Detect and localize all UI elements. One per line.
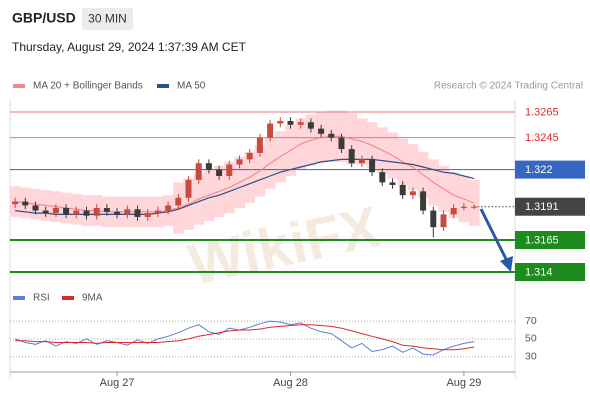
candle-body	[236, 159, 243, 165]
candle-body	[246, 152, 253, 160]
symbol-title: GBP/USD	[12, 10, 76, 26]
candle-body	[124, 209, 131, 215]
candle-body	[103, 208, 110, 212]
timeframe-box	[82, 8, 133, 30]
x-tick-label: Aug 27	[100, 377, 135, 389]
y-tick-label: 50	[525, 333, 537, 345]
candle-body	[297, 122, 304, 125]
legend-label: MA 50	[177, 81, 206, 92]
candle-body	[430, 210, 437, 228]
candle-body	[379, 172, 386, 183]
arrow-head	[500, 256, 513, 272]
level-box	[515, 197, 585, 216]
x-tick-label: Aug 28	[273, 377, 308, 389]
candle-body	[409, 191, 416, 196]
candle-body	[144, 213, 151, 217]
moving-average	[15, 135, 475, 213]
y-tick-label: 70	[525, 315, 537, 327]
candle-body	[154, 210, 161, 214]
legend-swatch	[62, 296, 74, 300]
candle-body	[389, 182, 396, 185]
candle-body	[12, 201, 19, 205]
legend-label: MA 20 + Bollinger Bands	[33, 81, 143, 92]
candle-body	[165, 205, 172, 211]
candle-body	[277, 120, 284, 124]
candle-body	[83, 210, 90, 216]
candle-body	[195, 163, 202, 180]
candle-body	[175, 197, 182, 206]
candle-body	[267, 123, 274, 138]
legend-swatch	[13, 296, 25, 300]
candle-body	[22, 201, 29, 206]
legend-label: 9MA	[82, 293, 103, 304]
date-subtitle: Thursday, August 29, 2024 1:37:39 AM CET	[12, 40, 247, 54]
legend-label: RSI	[33, 293, 50, 304]
candle-body	[114, 211, 121, 215]
x-tick-label: Aug 29	[446, 377, 481, 389]
timeframe: 30 MIN	[88, 12, 127, 26]
source: Research © 2024 Trading Central	[434, 81, 583, 92]
level-label: 1.3245	[525, 132, 559, 144]
moving-average	[15, 158, 475, 215]
candle-body	[358, 159, 365, 164]
candle-body	[420, 191, 427, 211]
candle-body	[450, 208, 457, 215]
candle-body	[338, 137, 345, 150]
arrow-shaft	[479, 208, 509, 262]
candle-body	[226, 164, 233, 176]
level-label: 1.3191	[525, 201, 559, 213]
level-label: 1.3265	[525, 106, 559, 118]
candle-body	[471, 206, 478, 208]
plot-layer: 1.3265 1.3245 1.322 1.3191 1.3165 1.314 MA 20 …	[10, 81, 585, 389]
legend-swatch	[13, 84, 25, 88]
candle-body	[460, 206, 467, 208]
candle-body	[73, 210, 80, 215]
indicator-line	[15, 324, 475, 351]
level-box	[515, 160, 585, 179]
candle-body	[42, 210, 49, 214]
candle-body	[369, 159, 376, 173]
indicator-line	[14, 320, 475, 356]
candle-body	[318, 128, 325, 134]
bollinger-band	[469, 179, 480, 226]
level-label: 1.314	[525, 266, 553, 278]
forecast-arrow	[479, 208, 513, 272]
candle-body	[32, 205, 39, 211]
legend-swatch	[157, 84, 169, 88]
level-box	[515, 231, 585, 249]
candle-body	[134, 209, 141, 217]
candle-body	[93, 208, 100, 216]
candle-body	[307, 122, 314, 129]
candle-body	[256, 137, 263, 153]
candle-body	[52, 208, 59, 214]
candle-body	[216, 169, 223, 176]
candle-body	[348, 149, 355, 164]
candle-body	[328, 133, 335, 138]
level-label: 1.322	[525, 164, 553, 176]
candle-body	[287, 120, 294, 125]
y-tick-label: 30	[525, 351, 537, 363]
candle-body	[185, 179, 192, 198]
level-label: 1.3165	[525, 234, 559, 246]
candle-body	[205, 163, 212, 170]
candle-body	[63, 208, 70, 215]
candle-body	[440, 214, 447, 228]
candle-body	[399, 184, 406, 196]
level-box	[515, 263, 585, 281]
